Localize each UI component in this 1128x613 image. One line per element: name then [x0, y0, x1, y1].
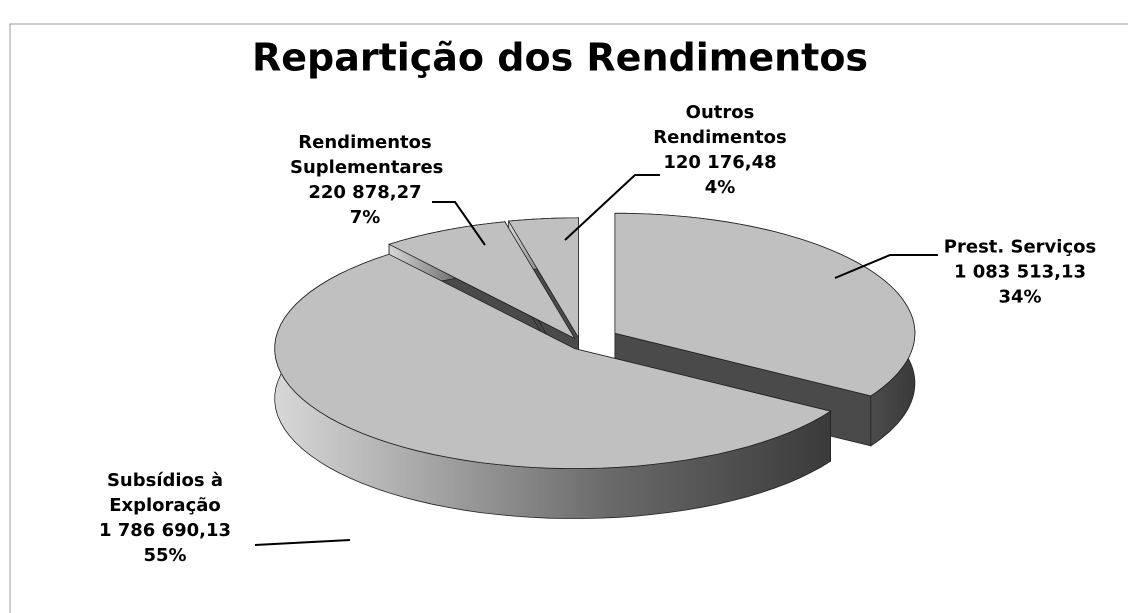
pie-slice — [614, 212, 916, 397]
slice-value: 55% — [143, 545, 187, 566]
leader-line — [432, 201, 486, 246]
slice-value: 120 176,48 — [663, 152, 777, 173]
leader-line — [834, 254, 938, 279]
slice-name: Rendimentos Suplementares — [290, 132, 444, 178]
data-label: Prest. Serviços 1 083 513,13 34% — [920, 235, 1120, 310]
data-label: Outros Rendimentos 120 176,48 4% — [645, 100, 795, 200]
data-label: Rendimentos Suplementares 220 878,27 7% — [290, 130, 444, 230]
data-label: Subsídios à Exploração 1 786 690,13 55% — [90, 468, 240, 568]
slice-value: 1 083 513,13 — [953, 261, 1087, 283]
slice-name: Subsídios à Exploração — [106, 470, 224, 516]
leader-line — [254, 539, 351, 546]
chart-frame — [9, 23, 1128, 613]
slice-value: 1 786 690,13 — [98, 520, 232, 541]
pie-slice — [274, 253, 832, 469]
slice-value: 7% — [349, 207, 381, 228]
chart-title: Repartição dos Rendimentos — [252, 36, 868, 80]
slice-name: Prest. Serviços — [943, 236, 1097, 258]
slice-value: 4% — [704, 177, 736, 198]
slice-name: Outros Rendimentos — [653, 102, 787, 148]
leader-line — [564, 174, 660, 241]
slice-value: 34% — [998, 286, 1042, 308]
pie-slice — [508, 217, 579, 340]
pie-slice — [388, 221, 576, 340]
slice-value: 220 878,27 — [308, 182, 422, 203]
